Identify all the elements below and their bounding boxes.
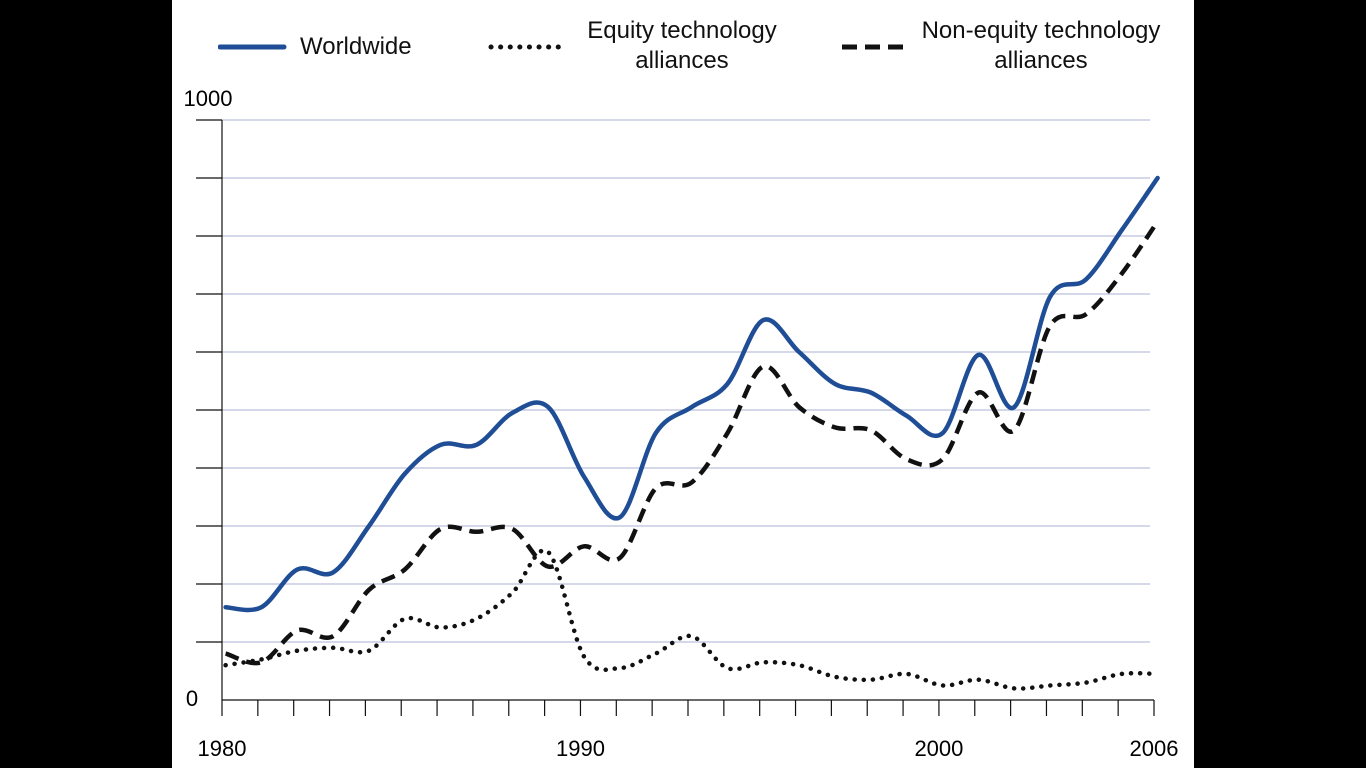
y-tick-label-1000: 1000 [184, 86, 233, 111]
legend-swatch-non-equity [842, 44, 906, 50]
legend-swatch-worldwide [218, 44, 287, 50]
gridlines [222, 119, 1150, 643]
series-line-equity [223, 548, 1160, 691]
y-tick-label-0: 0 [186, 686, 198, 711]
x-tick-label-1980: 1980 [198, 736, 247, 761]
legend-swatch-equity [488, 44, 567, 50]
axes [196, 119, 1155, 716]
series-line-worldwide [223, 175, 1160, 613]
x-tick-label-1990: 1990 [556, 736, 605, 761]
chart-panel: 1000 0 1980 1990 2000 2006 Worldwide Equity t… [172, 0, 1194, 768]
legend-label-equity: Equity technology alliances [587, 17, 777, 74]
series-line-non-equity [224, 220, 1160, 666]
legend-label-non-equity: Non-equity technology alliances [921, 17, 1161, 74]
legend-label-worldwide: Worldwide [300, 33, 412, 60]
series-lines [223, 175, 1160, 691]
x-tick-label-2000: 2000 [914, 736, 963, 761]
x-tick-label-2006: 2006 [1130, 736, 1179, 761]
